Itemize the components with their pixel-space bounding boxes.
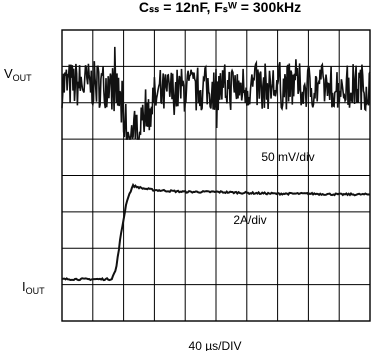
time-scale-label: 40 µs/DIV (189, 339, 242, 351)
vout-trace (61, 46, 371, 140)
vout-scale-label: 50 mV/div (261, 150, 314, 164)
iout-trace (61, 182, 371, 282)
iout-subscript: OUT (26, 286, 46, 296)
chart-title: Cₛₛ = 12nF, Fₛᵂ = 300kHz (139, 0, 301, 15)
vout-trace-label: VOUT (4, 66, 32, 83)
vout-subscript: OUT (13, 73, 33, 83)
traces (61, 46, 371, 282)
iout-trace-label: IOUT (22, 279, 45, 296)
iout-scale-label: 2A/div (233, 213, 266, 227)
